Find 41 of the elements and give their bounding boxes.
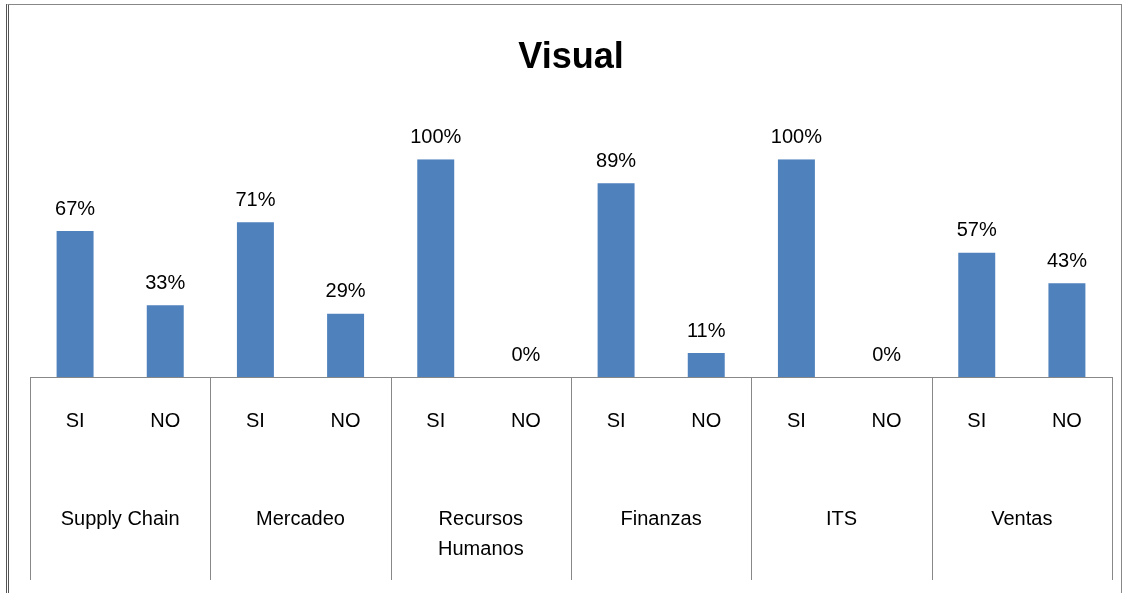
bar <box>597 183 635 377</box>
bar <box>1048 283 1086 377</box>
data-label: 43% <box>1046 248 1088 271</box>
bar <box>56 231 94 377</box>
data-label: 100% <box>770 124 823 147</box>
data-label: 89% <box>596 148 637 171</box>
x-tick-label: NO <box>510 408 541 431</box>
text: ITS <box>825 506 858 529</box>
text: Mercadeo <box>256 506 345 529</box>
x-tick-label: SI <box>426 408 446 431</box>
data-label: 0% <box>511 342 541 365</box>
x-tick-label: NO <box>1051 408 1082 431</box>
text: Finanzas <box>620 506 702 529</box>
bar <box>777 159 815 377</box>
x-tick-label: SI <box>606 408 626 431</box>
chart-title: Visual <box>518 34 624 76</box>
x-tick-label: NO <box>871 408 902 431</box>
text: Recursos Humanos <box>438 506 524 559</box>
bar <box>687 353 725 377</box>
text: Ventas <box>991 506 1053 529</box>
bar <box>236 222 274 377</box>
x-tick-label: NO <box>691 408 722 431</box>
bar <box>417 159 455 377</box>
x-tick-label: SI <box>786 408 806 431</box>
data-label: 67% <box>55 196 96 219</box>
x-tick-label: SI <box>245 408 265 431</box>
data-label: 100% <box>410 124 462 147</box>
data-label: 11% <box>686 318 726 341</box>
data-label: 29% <box>325 279 366 302</box>
x-tick-label: NO <box>150 408 181 431</box>
text: Supply Chain <box>60 506 180 529</box>
x-tick-label: NO <box>330 408 361 431</box>
data-label: 33% <box>145 270 186 293</box>
x-tick-label: SI <box>65 408 85 431</box>
bar <box>958 252 996 377</box>
bar <box>146 305 184 377</box>
x-tick-label: SI <box>967 408 987 431</box>
data-label: 0% <box>872 342 902 365</box>
data-label: 57% <box>956 218 997 241</box>
bar <box>327 313 365 377</box>
data-label: 71% <box>235 187 276 210</box>
